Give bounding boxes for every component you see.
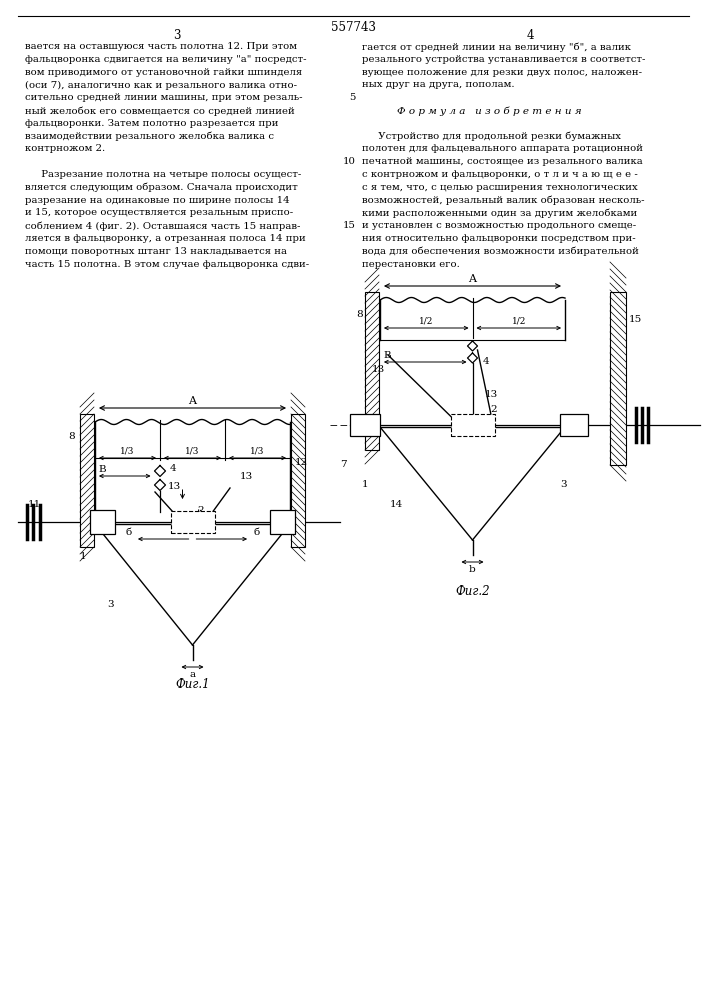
Text: 4: 4 bbox=[526, 29, 534, 42]
Bar bbox=[350, 414, 380, 436]
Text: вующее положение для резки двух полос, наложен-: вующее положение для резки двух полос, н… bbox=[362, 68, 642, 77]
Text: 5: 5 bbox=[350, 93, 356, 102]
Text: и 15, которое осуществляется резальным приспо-: и 15, которое осуществляется резальным п… bbox=[25, 208, 293, 217]
Text: печатной машины, состоящее из резального валика: печатной машины, состоящее из резального… bbox=[362, 157, 643, 166]
Text: фальцворонка сдвигается на величину "а" посредст-: фальцворонка сдвигается на величину "а" … bbox=[25, 55, 307, 64]
Text: 3: 3 bbox=[173, 29, 181, 42]
Text: б: б bbox=[253, 528, 259, 537]
Text: 13: 13 bbox=[484, 390, 498, 399]
Text: Фиг.2: Фиг.2 bbox=[455, 585, 490, 598]
Bar bbox=[450, 414, 494, 436]
Text: 3: 3 bbox=[107, 600, 114, 609]
Bar bbox=[610, 292, 626, 465]
Text: (оси 7), аналогично как и резального валика отно-: (оси 7), аналогично как и резального вал… bbox=[25, 80, 297, 90]
Text: 13: 13 bbox=[168, 482, 181, 491]
Text: вляется следующим образом. Сначала происходит: вляется следующим образом. Сначала проис… bbox=[25, 183, 298, 192]
Text: 13: 13 bbox=[240, 472, 253, 481]
Text: кими расположенными один за другим желобками: кими расположенными один за другим желоб… bbox=[362, 208, 637, 218]
Text: контрножом 2.: контрножом 2. bbox=[25, 144, 105, 153]
Text: Фиг.1: Фиг.1 bbox=[175, 678, 210, 691]
Text: и установлен с возможностью продольного смеще-: и установлен с возможностью продольного … bbox=[362, 221, 636, 230]
Bar bbox=[80, 414, 94, 547]
Bar bbox=[270, 510, 295, 534]
Text: B: B bbox=[383, 351, 391, 360]
Text: 4: 4 bbox=[482, 357, 489, 366]
Text: с я тем, что, с целью расширения технологических: с я тем, что, с целью расширения техноло… bbox=[362, 183, 638, 192]
Text: 10: 10 bbox=[343, 157, 356, 166]
Text: A: A bbox=[189, 396, 197, 406]
Text: 7: 7 bbox=[340, 460, 346, 469]
Text: помощи поворотных штанг 13 накладывается на: помощи поворотных штанг 13 накладывается… bbox=[25, 247, 287, 256]
Text: A: A bbox=[469, 274, 477, 284]
Text: соблением 4 (фиг. 2). Оставшаяся часть 15 направ-: соблением 4 (фиг. 2). Оставшаяся часть 1… bbox=[25, 221, 300, 231]
Text: 8: 8 bbox=[356, 310, 363, 319]
Text: б: б bbox=[126, 528, 132, 537]
Text: резального устройства устанавливается в соответст-: резального устройства устанавливается в … bbox=[362, 55, 645, 64]
Text: взаимодействии резального желобка валика с: взаимодействии резального желобка валика… bbox=[25, 132, 274, 141]
Bar bbox=[291, 414, 305, 547]
Text: 8: 8 bbox=[68, 432, 75, 441]
Text: 1: 1 bbox=[362, 480, 368, 489]
Text: 4: 4 bbox=[170, 464, 177, 473]
Text: B: B bbox=[98, 465, 105, 474]
Text: перестановки его.: перестановки его. bbox=[362, 260, 460, 269]
Text: 2: 2 bbox=[491, 405, 497, 414]
Text: 1: 1 bbox=[80, 552, 87, 561]
Text: возможностей, резальный валик образован несколь-: возможностей, резальный валик образован … bbox=[362, 196, 645, 205]
Text: сительно средней линии машины, при этом резаль-: сительно средней линии машины, при этом … bbox=[25, 93, 303, 102]
Text: 1/2: 1/2 bbox=[419, 317, 433, 326]
Text: ных друг на друга, пополам.: ных друг на друга, пополам. bbox=[362, 80, 515, 89]
Bar bbox=[365, 292, 379, 450]
Text: 14: 14 bbox=[390, 500, 403, 509]
Text: b: b bbox=[469, 565, 476, 574]
Text: вом приводимого от установочной гайки шпинделя: вом приводимого от установочной гайки шп… bbox=[25, 68, 302, 77]
Text: 1/3: 1/3 bbox=[250, 447, 264, 456]
Text: 1/2: 1/2 bbox=[512, 317, 526, 326]
Bar bbox=[560, 414, 588, 436]
Text: ния относительно фальцворонки посредством при-: ния относительно фальцворонки посредство… bbox=[362, 234, 636, 243]
Text: 3: 3 bbox=[560, 480, 566, 489]
Text: ный желобок его совмещается со средней линией: ный желобок его совмещается со средней л… bbox=[25, 106, 295, 115]
Text: ляется в фальцворонку, а отрезанная полоса 14 при: ляется в фальцворонку, а отрезанная поло… bbox=[25, 234, 305, 243]
Text: гается от средней линии на величину "б", а валик: гается от средней линии на величину "б",… bbox=[362, 42, 631, 51]
Text: 12: 12 bbox=[295, 458, 308, 467]
Text: Ф о р м у л а   и з о б р е т е н и я: Ф о р м у л а и з о б р е т е н и я bbox=[397, 106, 582, 115]
Text: с контрножом и фальцворонки, о т л и ч а ю щ е е -: с контрножом и фальцворонки, о т л и ч а… bbox=[362, 170, 638, 179]
Text: 15: 15 bbox=[343, 221, 356, 230]
Text: 557743: 557743 bbox=[330, 21, 375, 34]
Text: 1/3: 1/3 bbox=[120, 447, 135, 456]
Text: вода для обеспечения возможности избирательной: вода для обеспечения возможности избират… bbox=[362, 247, 639, 256]
Text: Разрезание полотна на четыре полосы осущест-: Разрезание полотна на четыре полосы осущ… bbox=[25, 170, 301, 179]
Text: 2: 2 bbox=[197, 506, 204, 515]
Text: полотен для фальцевального аппарата ротационной: полотен для фальцевального аппарата рота… bbox=[362, 144, 643, 153]
Text: а: а bbox=[189, 670, 196, 679]
Text: 13: 13 bbox=[372, 365, 385, 374]
Text: 15: 15 bbox=[629, 315, 642, 324]
Text: фальцворонки. Затем полотно разрезается при: фальцворонки. Затем полотно разрезается … bbox=[25, 119, 279, 128]
Text: 1/3: 1/3 bbox=[185, 447, 199, 456]
Bar bbox=[170, 511, 214, 533]
Text: Устройство для продольной резки бумажных: Устройство для продольной резки бумажных bbox=[362, 132, 621, 141]
Text: часть 15 полотна. В этом случае фальцворонка сдви-: часть 15 полотна. В этом случае фальцвор… bbox=[25, 260, 309, 269]
Text: разрезание на одинаковые по ширине полосы 14: разрезание на одинаковые по ширине полос… bbox=[25, 196, 290, 205]
Text: 11: 11 bbox=[28, 500, 41, 509]
Bar bbox=[90, 510, 115, 534]
Text: вается на оставшуюся часть полотна 12. При этом: вается на оставшуюся часть полотна 12. П… bbox=[25, 42, 297, 51]
